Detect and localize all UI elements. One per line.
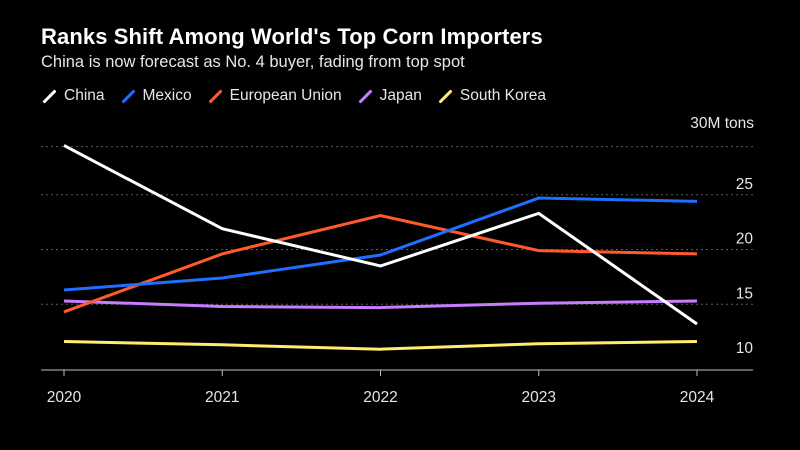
legend-item-japan: Japan xyxy=(357,87,422,105)
x-tick-label: 2021 xyxy=(205,389,239,406)
legend-label: European Union xyxy=(229,87,342,104)
legend: China Mexico European Union Japan South Kore… xyxy=(41,87,561,105)
legend-label: South Korea xyxy=(459,87,547,104)
x-tick-label: 2020 xyxy=(47,389,82,406)
series-line-south-korea xyxy=(63,340,698,351)
x-tick-label: 2024 xyxy=(680,389,715,406)
series-line-mexico xyxy=(63,196,698,292)
x-tick-label: 2022 xyxy=(363,389,397,406)
legend-item-south-korea: South Korea xyxy=(437,87,546,105)
y-tick-label: 15 xyxy=(736,285,753,302)
legend-item-china: China xyxy=(41,87,105,105)
legend-label: Mexico xyxy=(142,87,192,104)
y-axis-unit-label: 30M tons xyxy=(690,115,754,132)
y-tick-label: 25 xyxy=(736,176,753,193)
series-line-china xyxy=(63,144,698,326)
chart-subtitle: China is now forecast as No. 4 buyer, fa… xyxy=(41,53,465,71)
legend-item-european-union: European Union xyxy=(207,87,342,105)
x-tick-label: 2023 xyxy=(522,389,556,406)
legend-label: Japan xyxy=(379,87,422,104)
series-line-japan xyxy=(63,299,698,310)
chart-title: Ranks Shift Among World's Top Corn Impor… xyxy=(41,24,543,49)
series-line-european-union xyxy=(63,214,698,314)
y-tick-label: 10 xyxy=(736,340,754,357)
legend-label: China xyxy=(64,87,105,104)
y-tick-label: 20 xyxy=(736,231,754,248)
legend-item-mexico: Mexico xyxy=(120,87,192,105)
